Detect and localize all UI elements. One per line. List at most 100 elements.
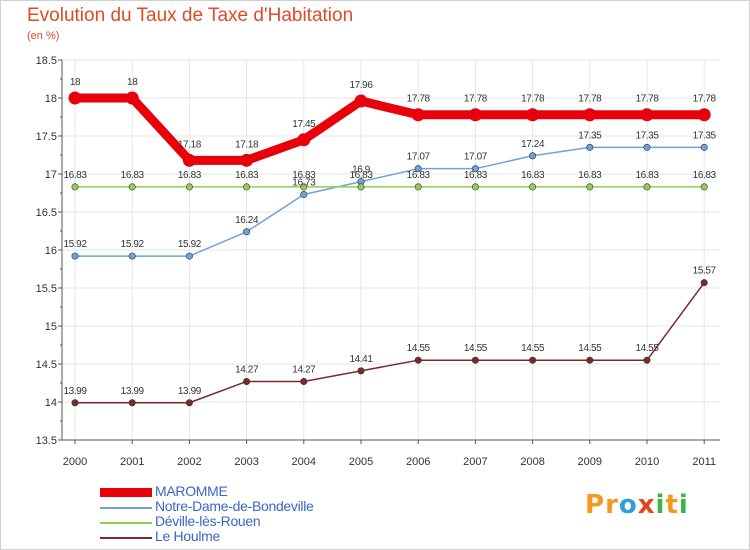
y-tick-label: 16.5	[36, 207, 57, 219]
legend-swatch-le-houlme	[100, 537, 152, 539]
data-point	[586, 143, 594, 151]
data-label: 16.9	[352, 165, 371, 176]
data-point	[529, 183, 537, 191]
legend-swatch-deville	[100, 522, 152, 524]
data-point	[529, 356, 537, 364]
data-label: 18	[127, 77, 138, 88]
data-label: 17.78	[407, 94, 431, 105]
logo-letter: x	[637, 490, 656, 520]
y-tick-label: 18	[45, 93, 57, 105]
data-point	[643, 356, 651, 364]
x-tick-label: 2010	[635, 456, 659, 468]
data-label: 17.78	[521, 94, 545, 105]
data-label: 17.96	[349, 80, 373, 91]
data-label: 15.92	[63, 239, 87, 250]
data-label: 14.27	[292, 364, 316, 375]
data-label: 16.83	[464, 170, 488, 181]
data-label: 18	[70, 77, 81, 88]
data-label: 17.45	[292, 119, 316, 130]
data-label: 15.57	[693, 266, 717, 277]
data-label: 17.35	[693, 130, 717, 141]
y-tick-label: 17.5	[36, 131, 57, 143]
y-tick-label: 14	[45, 397, 57, 409]
y-tick-label: 15	[45, 321, 57, 333]
data-label: 16.24	[235, 215, 259, 226]
legend-label-deville: Déville-lès-Rouen	[155, 513, 261, 529]
data-point	[182, 153, 196, 167]
data-label: 14.55	[578, 343, 602, 354]
logo-letter: r	[605, 490, 619, 520]
data-label: 17.18	[235, 139, 259, 150]
data-point	[297, 133, 311, 147]
x-tick-label: 2011	[692, 456, 716, 468]
data-point	[526, 108, 540, 122]
data-point	[357, 367, 365, 375]
data-point	[586, 183, 594, 191]
x-tick-label: 2001	[120, 456, 144, 468]
data-label: 16.83	[121, 170, 145, 181]
x-tick-label: 2004	[292, 456, 316, 468]
data-point	[71, 252, 79, 260]
data-point	[471, 356, 479, 364]
x-tick-label: 2003	[234, 456, 258, 468]
x-tick-label: 2005	[349, 456, 373, 468]
data-point	[414, 356, 422, 364]
data-point	[300, 191, 308, 199]
data-point	[128, 183, 136, 191]
data-point	[71, 183, 79, 191]
series-line	[70, 93, 709, 165]
logo-letter: i	[655, 490, 666, 520]
data-label: 17.07	[464, 152, 488, 163]
data-point	[583, 108, 597, 122]
data-label: 14.55	[521, 343, 545, 354]
data-point	[700, 279, 708, 287]
data-label: 17.35	[635, 130, 659, 141]
data-point	[471, 183, 479, 191]
data-point	[125, 91, 139, 105]
data-point	[700, 143, 708, 151]
y-tick-label: 16	[45, 245, 57, 257]
data-point	[529, 152, 537, 160]
legend-swatch-maromme	[100, 488, 152, 497]
data-point	[354, 94, 368, 108]
y-tick-label: 18.5	[36, 55, 57, 67]
data-point	[243, 377, 251, 385]
x-tick-label: 2006	[406, 456, 430, 468]
data-label: 14.55	[635, 343, 659, 354]
proxiti-logo: Proxiti	[585, 490, 689, 520]
data-label: 13.99	[63, 386, 87, 397]
legend-label-le-houlme: Le Houlme	[155, 528, 221, 544]
x-tick-label: 2007	[463, 456, 487, 468]
y-tick-label: 13.5	[36, 435, 57, 447]
data-point	[185, 252, 193, 260]
data-point	[128, 252, 136, 260]
data-point	[128, 399, 136, 407]
data-label: 17.78	[464, 94, 488, 105]
data-point	[414, 183, 422, 191]
series-line	[74, 281, 705, 404]
data-point	[643, 143, 651, 151]
data-label: 17.35	[578, 130, 602, 141]
chart-subtitle: (en %)	[27, 30, 60, 42]
data-label: 16.83	[635, 170, 659, 181]
data-label: 16.83	[63, 170, 87, 181]
data-point	[468, 108, 482, 122]
data-label: 14.27	[235, 364, 259, 375]
data-label: 16.83	[349, 170, 373, 181]
series-line	[74, 146, 705, 257]
data-point	[71, 399, 79, 407]
data-point	[300, 183, 308, 191]
data-label: 15.92	[121, 239, 145, 250]
legend-swatch-notre-dame	[100, 507, 152, 509]
data-point	[185, 183, 193, 191]
logo-letter: t	[665, 490, 679, 520]
data-point	[240, 153, 254, 167]
data-point	[700, 183, 708, 191]
chart-title: Evolution du Taux de Taxe d'Habitation	[27, 5, 354, 26]
data-label: 15.92	[178, 239, 202, 250]
data-label: 16.73	[292, 178, 316, 189]
data-label: 17.18	[178, 139, 202, 150]
data-label: 16.83	[178, 170, 202, 181]
x-tick-label: 2000	[63, 456, 87, 468]
data-label: 13.99	[121, 386, 145, 397]
